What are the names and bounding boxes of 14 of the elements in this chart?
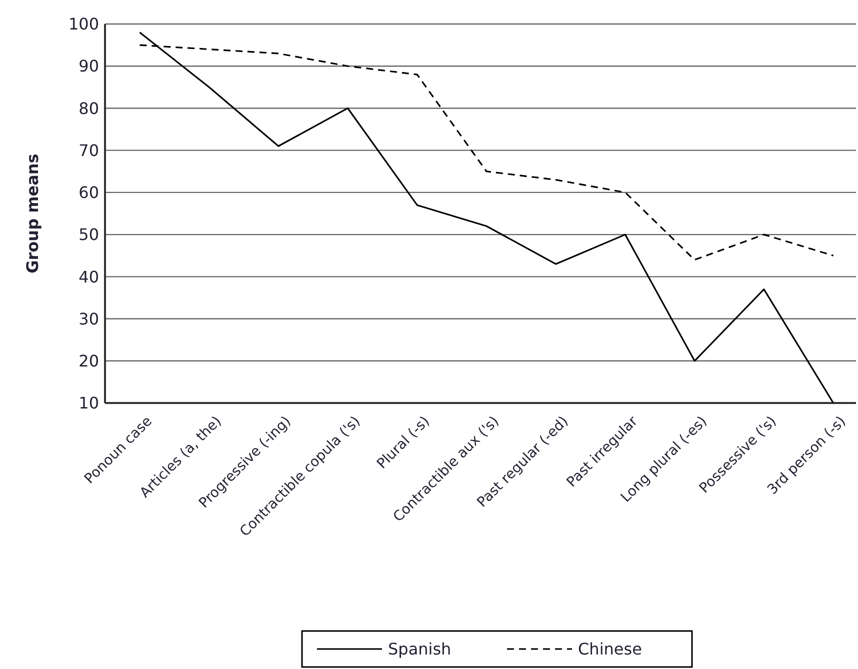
y-tick-label: 90 [78, 56, 99, 76]
y-tick-label: 70 [78, 140, 99, 160]
legend-label: Spanish [388, 640, 452, 659]
y-tick-label: 60 [78, 183, 99, 202]
y-tick-label: 50 [78, 225, 99, 244]
y-axis-title: Group means [23, 154, 42, 274]
y-tick-label: 10 [78, 394, 99, 413]
y-tick-label: 30 [78, 309, 99, 328]
y-tick-label: 40 [78, 267, 99, 286]
y-tick-label: 100 [68, 14, 99, 34]
legend-label: Chinese [578, 640, 642, 659]
line-series [138, 32, 834, 404]
y-tick-label: 20 [78, 351, 99, 370]
y-tick-label: 80 [78, 98, 99, 118]
